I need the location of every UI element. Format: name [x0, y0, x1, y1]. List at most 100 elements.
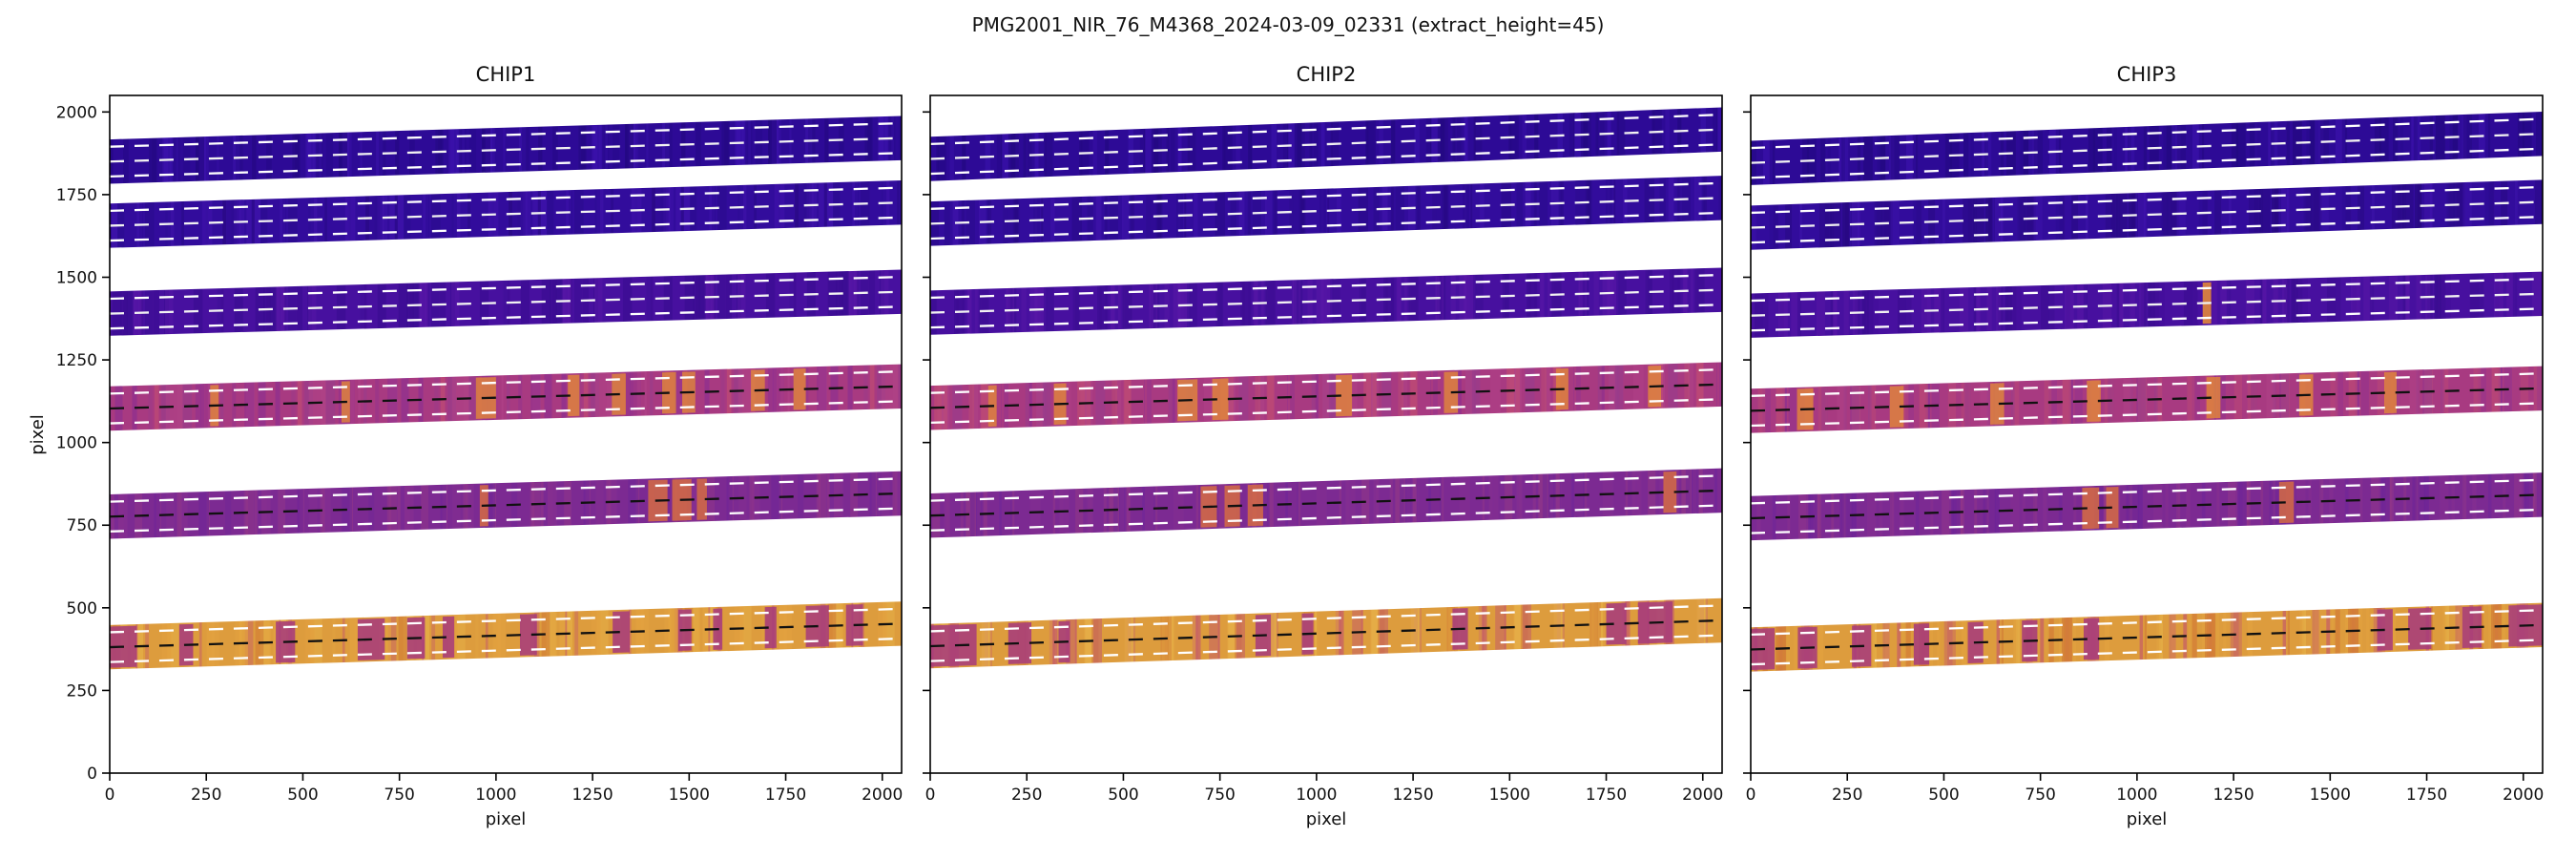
trace-center-line: [110, 201, 902, 227]
extract-boundary-lower: [110, 400, 902, 425]
axes-spine: [1750, 94, 2544, 774]
trace-center-line: [110, 622, 902, 649]
subplot-title-chip1: CHIP1: [475, 63, 536, 86]
axes-area-chip2: [930, 107, 1722, 669]
x-tick-label: 750: [2025, 786, 2055, 805]
trace-center-line: [110, 290, 902, 315]
x-tick-label: 250: [1832, 786, 1862, 805]
trace-center-line: [1751, 133, 2543, 164]
trace-center-line: [930, 128, 1722, 160]
trace-center-line: [110, 136, 902, 163]
extract-boundary-upper: [110, 186, 902, 213]
extract-boundary-lower: [930, 211, 1722, 241]
trace-center-line: [1751, 292, 2543, 317]
trace-center-line: [930, 489, 1722, 517]
x-tick-label: 1750: [765, 786, 806, 805]
trace-center-line: [930, 197, 1722, 225]
y-tick-label: 1250: [56, 351, 97, 370]
extract-boundary-lower: [110, 305, 902, 330]
order-band: [110, 180, 902, 248]
x-tick-label: 0: [105, 786, 115, 805]
y-tick-label: 500: [67, 599, 97, 618]
x-tick-label: 2000: [1682, 786, 1723, 805]
order-streak: [2106, 486, 2119, 529]
order-streak: [930, 623, 977, 667]
order-streak: [1336, 374, 1353, 417]
order-band: [1751, 366, 2543, 433]
x-tick-label: 250: [191, 786, 221, 805]
axes-spine: [929, 94, 1723, 774]
y-axis-label: pixel: [27, 414, 48, 455]
x-tick-label: 1250: [571, 786, 613, 805]
y-tick-label: 1000: [56, 434, 97, 453]
x-tick-label: 0: [925, 786, 936, 805]
order-streak: [2082, 487, 2100, 530]
extract-boundary-upper: [110, 370, 902, 395]
axes-area-chip3: [1751, 111, 2543, 672]
x-tick-label: 500: [1108, 786, 1138, 805]
x-tick-label: 1500: [1489, 786, 1530, 805]
extract-boundary-upper: [930, 113, 1722, 146]
extract-boundary-lower: [110, 152, 902, 178]
order-band: [1751, 111, 2543, 185]
order-band: [1751, 179, 2543, 250]
x-tick-label: 250: [1011, 786, 1042, 805]
trace-center-line: [110, 385, 902, 410]
extract-boundary-upper: [1751, 372, 2543, 397]
extract-boundary-lower: [930, 143, 1722, 176]
x-tick-label: 750: [1204, 786, 1235, 805]
extract-boundary-lower: [1751, 508, 2543, 534]
extract-boundary-upper: [110, 275, 902, 301]
extract-boundary-upper: [110, 607, 902, 634]
extract-boundary-upper: [930, 367, 1722, 394]
extract-boundary-lower: [930, 504, 1722, 532]
order-band: [930, 362, 1722, 430]
y-tick-label: 1750: [56, 186, 97, 205]
extract-boundary-upper: [1751, 278, 2543, 303]
trace-center-line: [1751, 623, 2543, 651]
y-tick-label: 750: [67, 516, 97, 535]
figure-title: PMG2001_NIR_76_M4368_2024-03-09_02331 (e…: [971, 13, 1605, 36]
order-streak: [2087, 380, 2101, 422]
order-band: [110, 269, 902, 336]
order-streak: [1212, 378, 1229, 421]
x-tick-label: 0: [1746, 786, 1756, 805]
order-streak: [2384, 371, 2397, 414]
extract-boundary-lower: [1751, 307, 2543, 332]
order-streak: [1606, 602, 1627, 645]
x-axis-label-chip2: pixel: [1305, 809, 1347, 829]
extract-boundary-lower: [930, 634, 1722, 662]
axes-spine: [109, 94, 903, 774]
extract-boundary-upper: [930, 181, 1722, 210]
order-band: [930, 267, 1722, 335]
x-tick-label: 1250: [1392, 786, 1433, 805]
x-tick-label: 1500: [2310, 786, 2351, 805]
order-band: [930, 468, 1722, 538]
x-tick-label: 1000: [1296, 786, 1337, 805]
order-streak: [764, 606, 777, 649]
extract-boundary-lower: [1751, 402, 2543, 428]
extract-boundary-lower: [1751, 215, 2543, 244]
x-tick-label: 1000: [2116, 786, 2157, 805]
trace-center-line: [110, 492, 902, 518]
extract-boundary-upper: [110, 477, 902, 503]
extract-boundary-upper: [930, 273, 1722, 300]
trace-center-line: [930, 288, 1722, 314]
order-streak: [1663, 471, 1677, 513]
x-tick-label: 1000: [475, 786, 516, 805]
x-tick-label: 1250: [2212, 786, 2254, 805]
order-band: [1751, 271, 2543, 338]
extract-boundary-lower: [110, 216, 902, 242]
order-streak: [793, 368, 806, 410]
order-streak: [519, 614, 537, 656]
order-streak: [2377, 609, 2393, 651]
extract-boundary-lower: [1751, 639, 2543, 666]
axes-area-chip1: [110, 115, 902, 670]
trace-center-line: [930, 383, 1722, 409]
extract-boundary-upper: [1751, 185, 2543, 215]
order-band: [930, 107, 1722, 181]
extract-boundary-upper: [930, 604, 1722, 633]
order-band: [110, 601, 902, 670]
